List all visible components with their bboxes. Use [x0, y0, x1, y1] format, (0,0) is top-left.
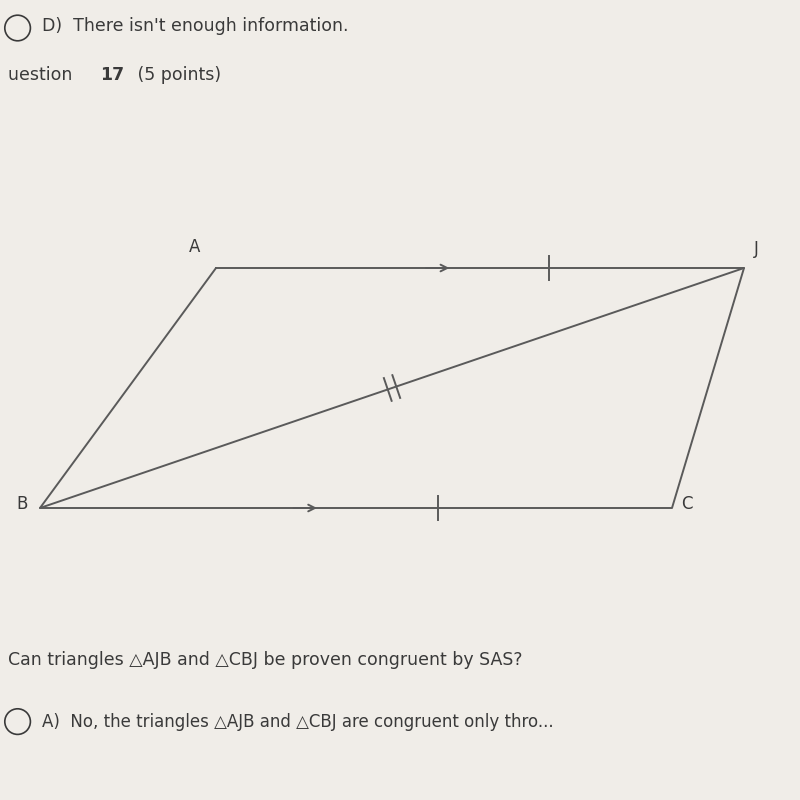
- Text: B: B: [17, 495, 28, 513]
- Text: Can triangles △AJB and △CBJ be proven congruent by SAS?: Can triangles △AJB and △CBJ be proven co…: [8, 651, 522, 669]
- Text: D)  There isn't enough information.: D) There isn't enough information.: [42, 17, 348, 34]
- Text: J: J: [754, 240, 758, 258]
- Text: uestion: uestion: [8, 66, 78, 84]
- Text: A: A: [189, 238, 200, 256]
- Text: (5 points): (5 points): [132, 66, 221, 84]
- Text: A)  No, the triangles △AJB and △CBJ are congruent only thro...: A) No, the triangles △AJB and △CBJ are c…: [42, 713, 554, 730]
- Text: 17: 17: [100, 66, 124, 84]
- Text: C: C: [682, 495, 693, 513]
